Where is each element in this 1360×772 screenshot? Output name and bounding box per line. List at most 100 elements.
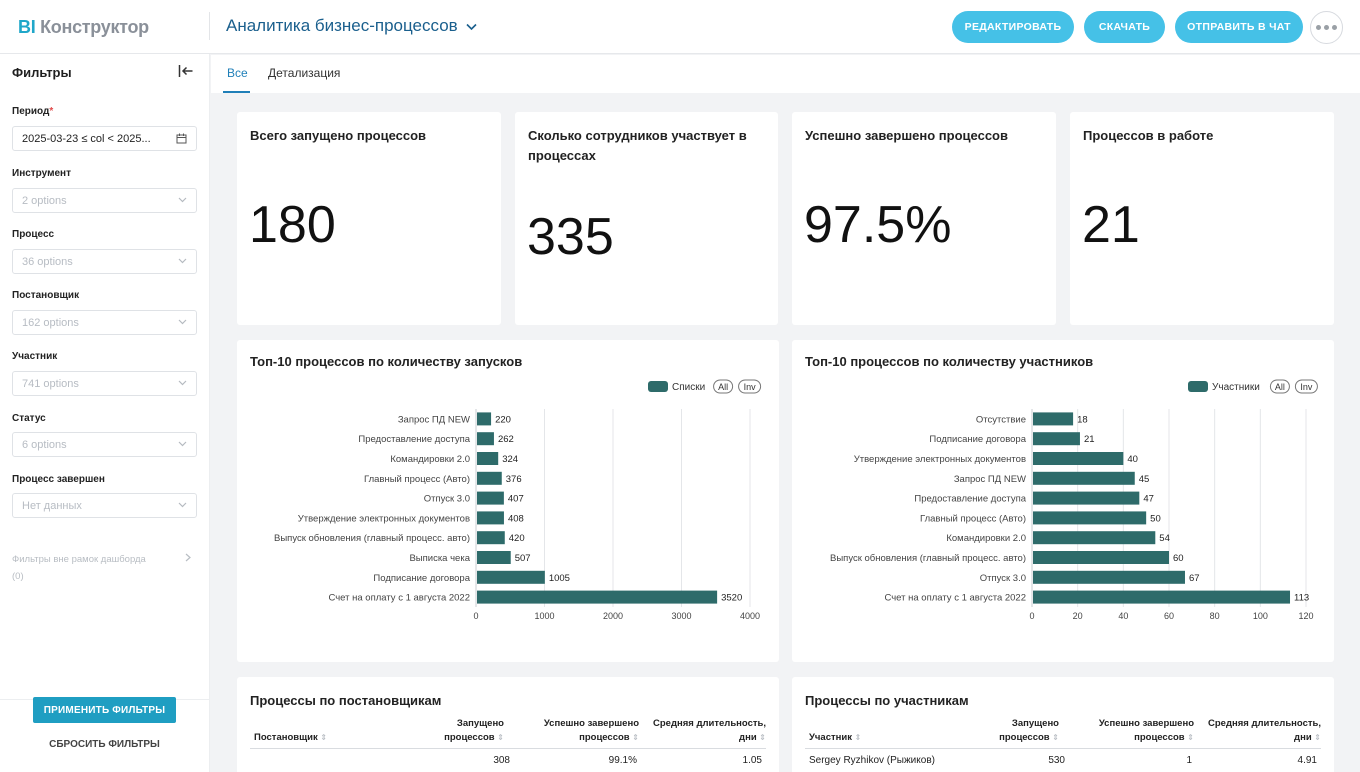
more-dot-icon bbox=[1316, 25, 1321, 30]
initiator-filter-select[interactable]: 162 options bbox=[12, 310, 197, 335]
logo[interactable]: BI Конструктор bbox=[18, 17, 149, 37]
tab-all[interactable]: Все bbox=[227, 66, 248, 80]
chevron-down-icon bbox=[178, 197, 187, 203]
chart-title: Топ-10 процессов по количеству запусков bbox=[250, 354, 523, 369]
data-label: 324 bbox=[502, 454, 518, 465]
category-label: Предоставление доступа bbox=[914, 494, 1026, 505]
cell-launched: 530 bbox=[1048, 755, 1065, 766]
sort-icon: ⇕ bbox=[1314, 733, 1321, 742]
completed-filter-select[interactable]: Нет данных bbox=[12, 493, 197, 518]
bar bbox=[477, 412, 492, 426]
calendar-icon bbox=[176, 133, 187, 144]
filter-label-status: Статус bbox=[12, 413, 46, 424]
x-tick-label: 60 bbox=[1164, 611, 1174, 621]
category-label: Утверждение электронных документов bbox=[298, 513, 470, 524]
participants-bar-chart: Участники All Inv 0 20 40 60 80 100 120 Отсутствие… bbox=[830, 379, 1318, 621]
dashboard-tabs: Все Детализация bbox=[211, 55, 1360, 93]
x-tick-label: 120 bbox=[1298, 611, 1313, 621]
data-label: 45 bbox=[1139, 474, 1150, 485]
send-to-chat-button[interactable]: ОТПРАВИТЬ В ЧАТ bbox=[1175, 11, 1303, 43]
category-label: Предоставление доступа bbox=[358, 434, 470, 445]
process-filter-select[interactable]: 36 options bbox=[12, 249, 197, 274]
period-filter-input[interactable]: 2025-03-23 ≤ col < 2025... bbox=[12, 126, 197, 151]
x-tick-label: 100 bbox=[1253, 611, 1268, 621]
column-header-participant[interactable]: Участник ⇕ bbox=[809, 732, 862, 743]
filter-label-initiator: Постановщик bbox=[12, 290, 80, 301]
legend-swatch bbox=[1188, 381, 1208, 392]
column-header-success[interactable]: Успешно завершено процессов ⇕ bbox=[543, 718, 639, 743]
data-label: 1005 bbox=[549, 573, 570, 584]
x-tick-label: 0 bbox=[473, 611, 478, 621]
chevron-right-icon bbox=[185, 553, 191, 562]
legend-label: Участники bbox=[1212, 382, 1260, 393]
data-label: 18 bbox=[1077, 414, 1088, 425]
bar bbox=[1033, 491, 1140, 505]
table-title: Процессы по участникам bbox=[805, 693, 969, 708]
sort-icon: ⇕ bbox=[854, 733, 862, 742]
launches-bar-chart: Списки All Inv 0 1000 2000 3000 4000 Запрос ПД N… bbox=[274, 379, 762, 621]
legend-inv-toggle bbox=[1294, 379, 1318, 394]
kpi-title: Успешно завершено процессов bbox=[805, 128, 1008, 143]
filter-label-participant: Участник bbox=[12, 351, 58, 362]
bar bbox=[477, 590, 718, 604]
outside-filters-label: Фильтры вне рамок дашборда bbox=[12, 554, 146, 565]
data-label: 420 bbox=[509, 533, 525, 544]
column-header-duration[interactable]: Средняя длительность, дни ⇕ bbox=[653, 718, 766, 743]
category-label: Подписание договора bbox=[929, 434, 1026, 445]
participant-filter-select[interactable]: 741 options bbox=[12, 371, 197, 396]
data-label: 113 bbox=[1294, 593, 1309, 604]
table-header-divider bbox=[805, 748, 1321, 749]
column-header-initiator[interactable]: Постановщик ⇕ bbox=[254, 732, 328, 743]
kpi-value: 180 bbox=[249, 196, 336, 254]
cell-participant: Sergey Ryzhikov (Рыжиков) bbox=[809, 755, 935, 766]
instrument-value: 2 options bbox=[22, 194, 67, 207]
more-options-button[interactable] bbox=[1310, 11, 1343, 44]
column-header-launched[interactable]: Запущено процессов ⇕ bbox=[444, 718, 504, 743]
category-label: Запрос ПД NEW bbox=[398, 414, 470, 425]
outside-filters-link[interactable]: Фильтры вне рамок дашборда (0) bbox=[12, 551, 192, 585]
cell-duration: 1.05 bbox=[742, 755, 762, 766]
outside-filters-count: (0) bbox=[12, 571, 24, 582]
apply-filters-button[interactable]: ПРИМЕНИТЬ ФИЛЬТРЫ bbox=[33, 697, 176, 723]
table-card-initiators: Процессы по постановщикам Постановщик ⇕ … bbox=[237, 677, 779, 772]
top-header: BI Конструктор Аналитика бизнес-процессо… bbox=[0, 0, 1360, 54]
x-tick-label: 3000 bbox=[671, 611, 691, 621]
category-label: Отпуск 3.0 bbox=[424, 494, 470, 505]
filter-label-instrument: Инструмент bbox=[12, 168, 71, 179]
dashboard-title-dropdown[interactable]: Аналитика бизнес-процессов bbox=[226, 16, 477, 36]
kpi-value: 97.5% bbox=[804, 196, 952, 254]
bar bbox=[1033, 412, 1074, 426]
cell-success: 1 bbox=[1186, 755, 1192, 766]
bar bbox=[477, 452, 499, 465]
data-label: 262 bbox=[498, 434, 514, 445]
tab-details[interactable]: Детализация bbox=[268, 66, 341, 80]
data-label: 21 bbox=[1084, 434, 1095, 445]
edit-button[interactable]: РЕДАКТИРОВАТЬ bbox=[952, 11, 1074, 43]
kpi-title: Процессов в работе bbox=[1083, 128, 1214, 143]
period-value: 2025-03-23 ≤ col < 2025... bbox=[22, 132, 151, 145]
kpi-title: Сколько сотрудников участвует в процесса… bbox=[528, 128, 747, 163]
column-header-duration[interactable]: Средняя длительность, дни ⇕ bbox=[1208, 718, 1321, 743]
completed-value: Нет данных bbox=[22, 499, 82, 512]
legend-label: Списки bbox=[672, 382, 705, 393]
bar bbox=[477, 432, 494, 446]
reset-filters-button[interactable]: СБРОСИТЬ ФИЛЬТРЫ bbox=[49, 738, 160, 750]
category-label: Подписание договора bbox=[373, 573, 470, 584]
collapse-sidebar-icon[interactable] bbox=[178, 64, 194, 78]
kpi-card-success-rate: Успешно завершено процессов 97.5% bbox=[792, 112, 1056, 325]
category-label: Счет на оплату с 1 августа 2022 bbox=[884, 593, 1026, 604]
bar bbox=[477, 570, 545, 584]
status-filter-select[interactable]: 6 options bbox=[12, 432, 197, 457]
x-tick-label: 20 bbox=[1073, 611, 1083, 621]
data-label: 54 bbox=[1159, 533, 1170, 544]
bar bbox=[477, 551, 511, 564]
column-header-success[interactable]: Успешно завершено процессов ⇕ bbox=[1098, 718, 1194, 743]
cell-duration: 4.91 bbox=[1297, 755, 1317, 766]
sort-icon: ⇕ bbox=[632, 733, 639, 742]
chart-card-participants: Топ-10 процессов по количеству участнико… bbox=[792, 340, 1334, 662]
instrument-filter-select[interactable]: 2 options bbox=[12, 188, 197, 213]
download-button[interactable]: СКАЧАТЬ bbox=[1084, 11, 1165, 43]
column-header-launched[interactable]: Запущено процессов ⇕ bbox=[999, 718, 1059, 743]
header-divider bbox=[209, 12, 210, 40]
initiator-value: 162 options bbox=[22, 316, 79, 329]
